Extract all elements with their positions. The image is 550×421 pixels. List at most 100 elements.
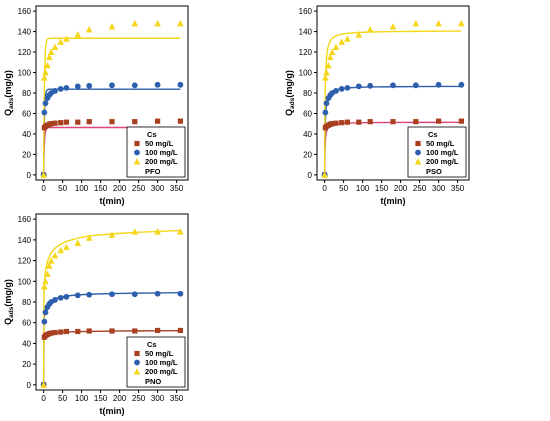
legend-label-1: 50 mg/L xyxy=(145,349,174,358)
data-point-series-2 xyxy=(154,290,161,297)
data-point-series-2 xyxy=(390,82,396,89)
data-point-series-3 xyxy=(63,35,70,42)
y-tick-label: 80 xyxy=(22,298,31,307)
legend-title: Cs xyxy=(147,130,157,139)
data-point-series-1 xyxy=(75,119,81,125)
data-point-series-3 xyxy=(325,61,332,69)
x-tick-label: 100 xyxy=(356,184,370,193)
data-point-series-3 xyxy=(40,381,47,388)
y-tick-label: 100 xyxy=(18,277,32,286)
data-point-series-2 xyxy=(154,81,161,88)
data-point-series-2 xyxy=(333,88,339,94)
x-axis-label: t(min) xyxy=(100,196,125,206)
legend-marker-3 xyxy=(133,368,141,375)
data-point-series-2 xyxy=(42,100,49,107)
data-point-series-3 xyxy=(435,19,442,27)
x-tick-label: 0 xyxy=(41,184,46,193)
data-point-series-3 xyxy=(51,251,59,259)
x-tick-label: 150 xyxy=(375,184,389,193)
x-tick-label: 50 xyxy=(339,184,348,193)
data-point-series-3 xyxy=(46,262,53,269)
x-tick-label: 250 xyxy=(132,184,146,193)
data-point-series-1 xyxy=(48,121,54,127)
data-point-series-2 xyxy=(458,81,465,88)
data-point-series-3 xyxy=(44,61,51,69)
x-tick-label: 50 xyxy=(58,394,67,403)
x-tick-label: 300 xyxy=(151,394,165,403)
y-tick-label: 20 xyxy=(303,150,312,159)
x-tick-label: 150 xyxy=(94,184,108,193)
data-point-series-1 xyxy=(436,118,442,124)
data-point-series-1 xyxy=(177,327,183,334)
legend-title: Cs xyxy=(147,340,157,349)
y-tick-label: 80 xyxy=(22,89,31,98)
data-point-series-3 xyxy=(57,246,64,254)
data-point-series-3 xyxy=(177,228,184,235)
data-point-series-1 xyxy=(155,118,161,124)
legend-title: Cs xyxy=(428,130,438,139)
y-tick-label: 60 xyxy=(22,319,31,328)
y-axis-label: Qads(mg/g) xyxy=(284,70,296,116)
data-point-series-2 xyxy=(63,84,70,91)
data-point-series-1 xyxy=(155,327,161,334)
data-point-series-3 xyxy=(47,257,55,264)
data-point-series-3 xyxy=(46,53,53,61)
data-point-series-1 xyxy=(48,330,54,336)
legend-label-2: 100 mg/L xyxy=(426,148,459,157)
x-tick-label: 100 xyxy=(75,184,89,193)
data-point-series-3 xyxy=(85,26,93,33)
legend-marker-1 xyxy=(415,140,421,147)
y-tick-label: 40 xyxy=(303,130,312,139)
data-point-series-3 xyxy=(355,31,363,38)
data-point-series-3 xyxy=(323,69,330,76)
data-point-series-3 xyxy=(41,282,48,290)
data-point-series-1 xyxy=(132,119,138,125)
data-point-series-1 xyxy=(86,119,92,125)
data-point-series-3 xyxy=(412,19,420,27)
model-label: PFO xyxy=(145,167,161,176)
data-point-series-2 xyxy=(57,294,64,301)
y-tick-label: 40 xyxy=(22,339,31,348)
y-tick-label: 60 xyxy=(303,109,312,118)
x-axis-label: t(min) xyxy=(100,406,125,416)
data-point-series-3 xyxy=(44,270,51,278)
chart-panel-1: 0 50 100 150 200 250 300 350 0 20 40 60 80 100 120 140 1… xyxy=(3,5,189,206)
data-point-series-2 xyxy=(323,100,330,107)
y-axis-label: Qads(mg/g) xyxy=(3,70,15,116)
y-tick-label: 100 xyxy=(299,69,313,78)
legend-label-3: 200 mg/L xyxy=(145,367,178,376)
legend-marker-2 xyxy=(134,359,140,366)
data-point-series-1 xyxy=(356,119,362,125)
data-point-series-2 xyxy=(344,84,351,91)
legend-marker-3 xyxy=(133,158,141,165)
y-tick-label: 120 xyxy=(18,48,32,57)
data-point-series-1 xyxy=(58,120,64,126)
y-tick-label: 0 xyxy=(27,171,32,180)
data-point-series-1 xyxy=(177,118,183,124)
fit-line-3 xyxy=(42,37,181,175)
x-tick-label: 50 xyxy=(58,184,67,193)
data-point-series-3 xyxy=(57,38,64,45)
data-point-series-3 xyxy=(42,69,49,76)
chart-panel-3: 0 50 100 150 200 250 300 350 0 20 40 60 80 100 120 140 1… xyxy=(3,213,189,416)
data-point-series-3 xyxy=(41,74,48,81)
data-point-series-1 xyxy=(132,328,138,334)
y-tick-label: 20 xyxy=(22,360,31,369)
data-point-series-1 xyxy=(390,119,396,125)
model-label: PSO xyxy=(426,167,442,176)
data-point-series-2 xyxy=(412,82,419,89)
data-point-series-2 xyxy=(86,291,93,298)
data-point-series-2 xyxy=(322,109,329,116)
y-tick-label: 120 xyxy=(299,48,313,57)
y-tick-label: 140 xyxy=(299,28,313,37)
y-tick-label: 80 xyxy=(303,89,312,98)
data-point-series-2 xyxy=(52,88,58,94)
data-point-series-2 xyxy=(57,86,64,92)
data-point-series-2 xyxy=(109,291,115,298)
data-point-series-1 xyxy=(52,329,58,336)
legend-label-3: 200 mg/L xyxy=(145,157,178,166)
x-tick-label: 300 xyxy=(151,184,165,193)
